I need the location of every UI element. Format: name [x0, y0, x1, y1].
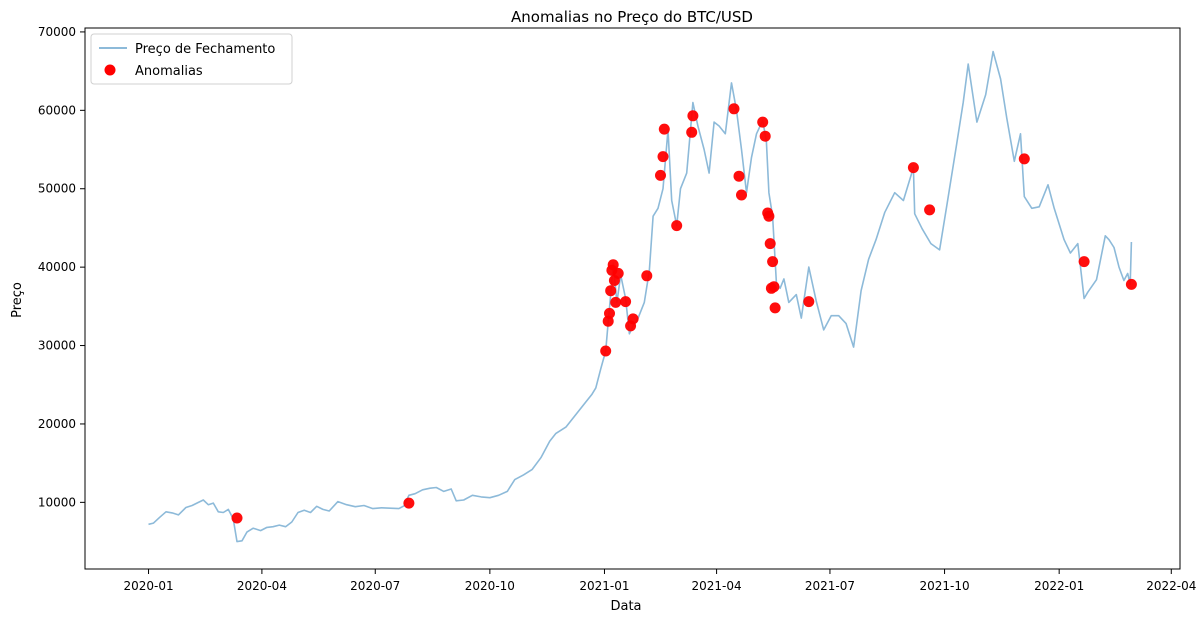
anomaly-point — [610, 296, 622, 308]
anomaly-point — [658, 123, 670, 135]
x-axis: 2020-01 2020-04 2020-07 2020-10 2021-01 2021-… — [123, 569, 1196, 593]
y-tick-label: 70000 — [38, 25, 76, 39]
anomaly-point — [1125, 278, 1137, 290]
anomaly-point — [231, 512, 243, 524]
anomaly-point — [728, 103, 740, 115]
anomaly-point — [641, 270, 653, 282]
y-tick-label: 10000 — [38, 495, 76, 509]
x-tick-label: 2020-07 — [350, 579, 400, 593]
anomaly-point — [403, 497, 415, 509]
anomaly-point — [733, 170, 745, 182]
x-tick-label: 2020-04 — [237, 579, 287, 593]
anomaly-point — [600, 345, 612, 357]
legend: Preço de Fechamento Anomalias — [90, 33, 293, 85]
y-tick-label: 30000 — [38, 339, 76, 353]
x-axis-label: Data — [610, 599, 641, 614]
anomaly-point — [671, 220, 683, 232]
x-tick-label: 2022-01 — [1034, 579, 1084, 593]
anomaly-point — [767, 256, 779, 268]
anomaly-point — [612, 267, 624, 279]
y-axis: 10000 20000 30000 40000 50000 60000 70000 — [38, 25, 85, 509]
anomaly-point — [620, 296, 632, 308]
legend-label-price: Preço de Fechamento — [135, 42, 275, 57]
x-tick-label: 2020-01 — [123, 579, 173, 593]
anomaly-point — [627, 313, 639, 325]
y-axis-label: Preço — [10, 282, 25, 318]
x-tick-label: 2021-01 — [579, 579, 629, 593]
anomaly-point — [1078, 256, 1090, 268]
chart-title: Anomalias no Preço do BTC/USD — [511, 8, 753, 26]
anomaly-point — [655, 169, 666, 181]
y-tick-label: 20000 — [38, 417, 76, 431]
anomaly-point — [757, 116, 769, 128]
x-tick-label: 2021-10 — [919, 579, 969, 593]
anomaly-point — [736, 189, 747, 201]
x-tick-label: 2020-10 — [465, 579, 515, 593]
plot-area — [148, 50, 1137, 543]
legend-box — [90, 33, 293, 85]
anomaly-point — [768, 281, 780, 293]
anomaly-point — [924, 204, 936, 216]
anomaly-point — [907, 162, 919, 174]
anomaly-point — [604, 307, 615, 319]
anomaly-point — [687, 110, 699, 122]
x-tick-label: 2021-04 — [692, 579, 742, 593]
anomaly-point — [657, 151, 669, 163]
price-line — [148, 50, 1133, 543]
y-tick-label: 40000 — [38, 260, 76, 274]
x-tick-label: 2022-04 — [1146, 579, 1196, 593]
anomaly-point — [763, 210, 775, 222]
legend-label-anomalies: Anomalias — [135, 64, 203, 79]
anomaly-point — [759, 130, 771, 142]
legend-dot-swatch — [104, 64, 116, 76]
x-tick-label: 2021-07 — [805, 579, 855, 593]
anomaly-point — [605, 285, 617, 297]
anomaly-point — [803, 296, 815, 308]
y-tick-label: 50000 — [38, 182, 76, 196]
anomaly-point — [686, 126, 698, 138]
anomaly-point — [607, 259, 619, 271]
y-tick-label: 60000 — [38, 103, 76, 117]
anomaly-point — [1018, 153, 1030, 165]
anomaly-point — [769, 302, 781, 314]
plot-frame — [84, 27, 1181, 570]
anomaly-point — [764, 238, 776, 250]
